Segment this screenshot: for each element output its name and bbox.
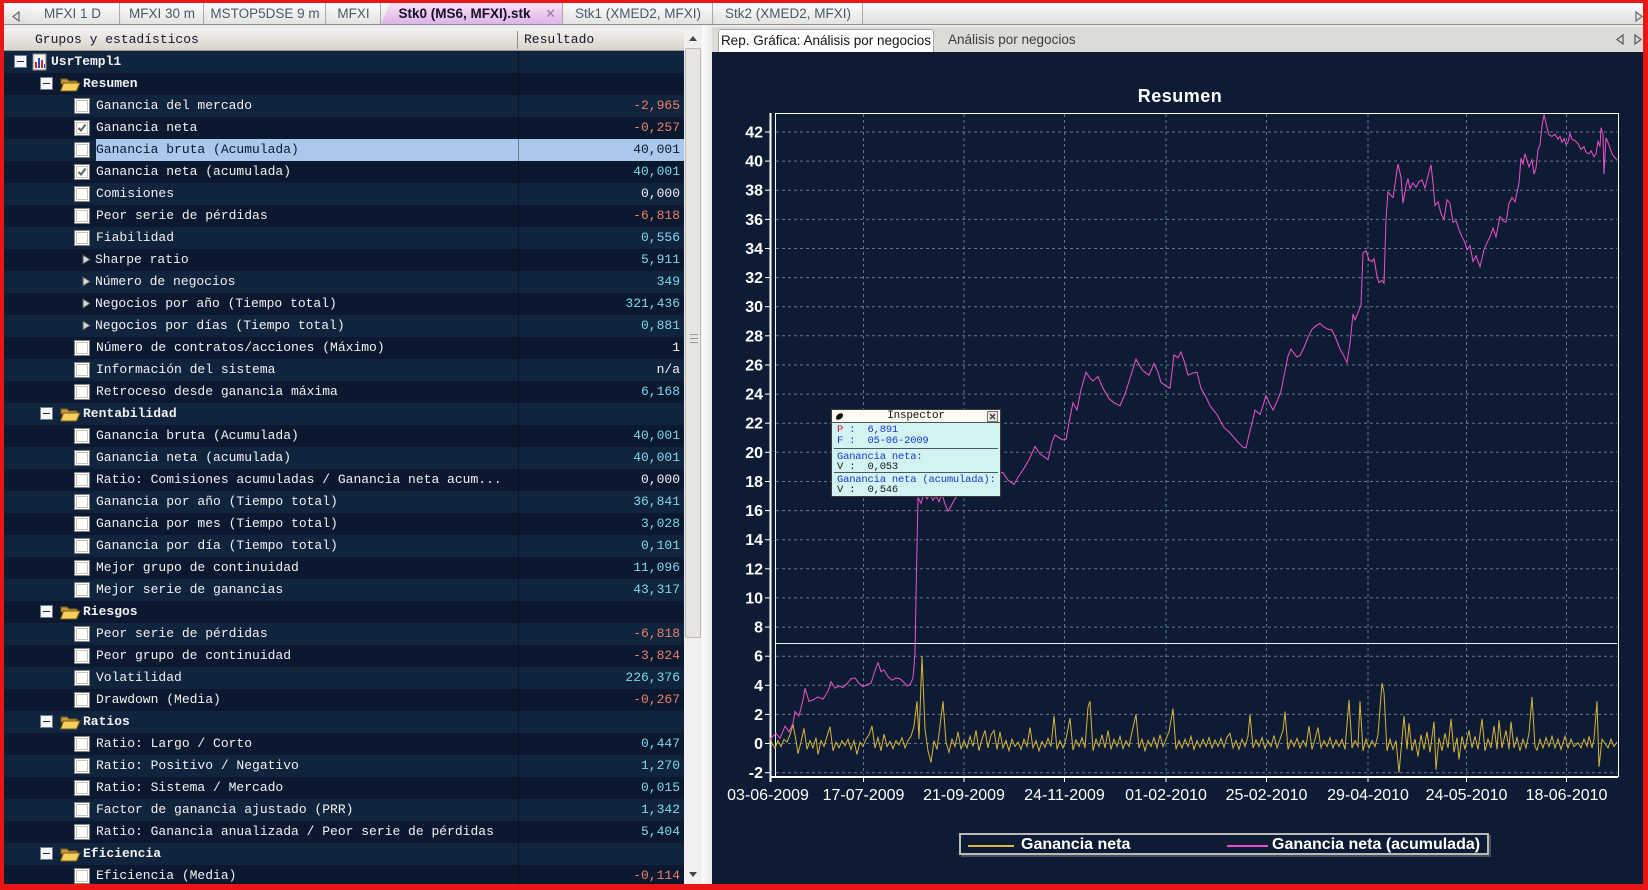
- svg-text:8: 8: [754, 620, 763, 637]
- svg-text:0: 0: [754, 736, 763, 753]
- svg-text:36: 36: [745, 212, 763, 229]
- svg-text:21-09-2009: 21-09-2009: [923, 787, 1005, 804]
- svg-text:28: 28: [745, 328, 763, 345]
- svg-text:25-02-2010: 25-02-2010: [1226, 787, 1308, 804]
- svg-text:6: 6: [754, 649, 763, 666]
- svg-text:12: 12: [745, 561, 763, 578]
- svg-text:30: 30: [745, 299, 763, 316]
- svg-text:20: 20: [745, 445, 763, 462]
- svg-text:17-07-2009: 17-07-2009: [823, 787, 905, 804]
- svg-text:29-04-2010: 29-04-2010: [1327, 787, 1409, 804]
- svg-text:03-06-2009: 03-06-2009: [727, 787, 809, 804]
- svg-text:24: 24: [745, 387, 763, 404]
- svg-text:-2: -2: [749, 765, 763, 782]
- svg-text:26: 26: [745, 358, 763, 375]
- svg-text:40: 40: [745, 154, 763, 171]
- svg-text:42: 42: [745, 125, 763, 142]
- svg-text:22: 22: [745, 416, 763, 433]
- svg-text:01-02-2010: 01-02-2010: [1125, 787, 1207, 804]
- svg-text:32: 32: [745, 270, 763, 287]
- svg-text:38: 38: [745, 183, 763, 200]
- svg-text:2: 2: [754, 707, 763, 724]
- svg-text:4: 4: [754, 678, 763, 695]
- svg-text:14: 14: [745, 532, 763, 549]
- svg-text:18-06-2010: 18-06-2010: [1526, 787, 1608, 804]
- svg-text:16: 16: [745, 503, 763, 520]
- svg-text:10: 10: [745, 590, 763, 607]
- svg-text:Resumen: Resumen: [1138, 86, 1223, 106]
- svg-text:18: 18: [745, 474, 763, 491]
- svg-text:24-11-2009: 24-11-2009: [1024, 787, 1105, 804]
- svg-text:24-05-2010: 24-05-2010: [1426, 787, 1508, 804]
- svg-text:34: 34: [745, 241, 763, 258]
